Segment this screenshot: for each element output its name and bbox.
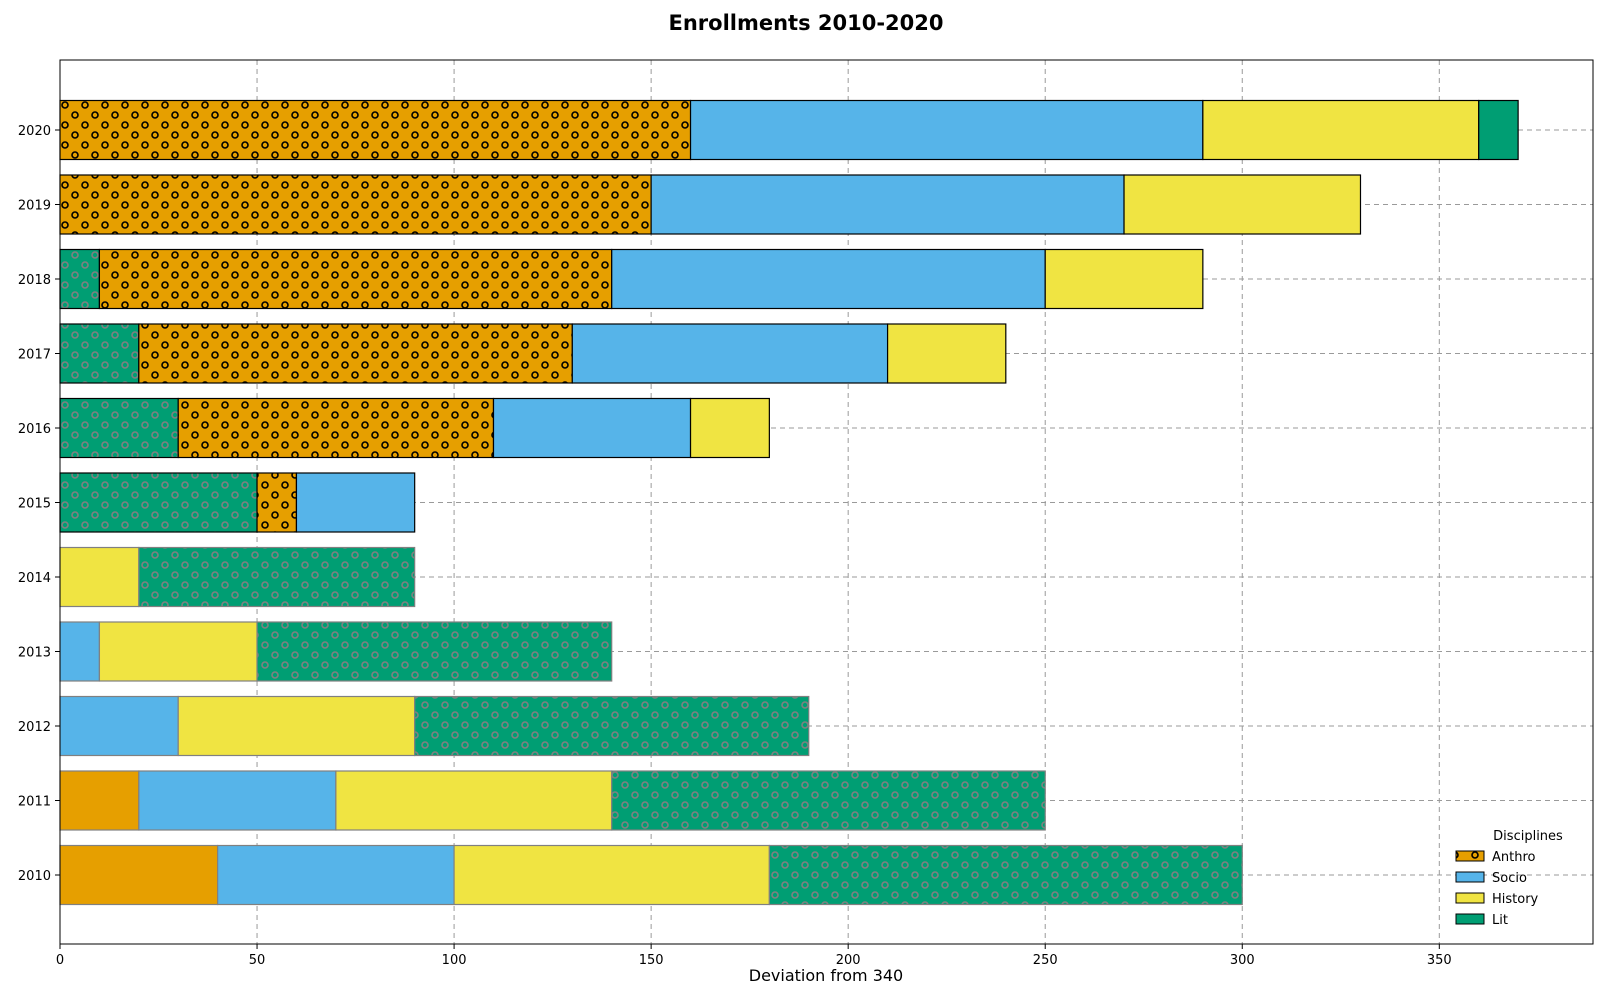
legend-label-history: History [1492,892,1539,907]
bar-2016-lit [59,397,179,459]
bar-2011-socio [138,770,337,831]
bar-2019-history [1123,174,1362,235]
y-tick-label: 2015 [18,497,51,512]
x-tick-label: 350 [1427,953,1452,968]
bar-2018-socio [611,248,1046,310]
bar-2016-anthro [177,397,495,459]
y-tick-label: 2018 [18,273,51,288]
x-axis-label: Deviation from 340 [749,966,903,985]
x-tick-label: 100 [442,953,467,968]
bar-2015-socio [295,472,416,533]
bar-2011-lit [611,770,1046,831]
bar-2011-anthro [59,770,140,831]
x-tick-label: 250 [1033,953,1058,968]
legend-swatch-anthro [1455,850,1485,862]
y-tick-label: 2013 [18,646,51,661]
y-tick-label: 2019 [18,199,51,214]
bar-2020-lit [1478,99,1519,161]
bar-2014-lit [138,546,416,608]
x-tick-label: 50 [249,953,266,968]
y-tick-label: 2016 [18,422,51,437]
chart-title: Enrollments 2010-2020 [668,11,943,35]
bars-layer [59,99,1519,906]
bar-2016-history [689,397,770,459]
x-tick-label: 150 [639,953,664,968]
bar-2013-history [98,621,258,682]
legend-swatch-lit [1455,913,1485,925]
legend: Disciplines Anthro Socio History Lit [1455,829,1563,928]
legend-label-lit: Lit [1492,913,1508,928]
bar-2013-lit [256,621,613,682]
bar-2018-history [1044,248,1204,310]
bar-2010-socio [217,844,455,906]
bar-2019-anthro [59,174,652,235]
x-tick-label: 0 [56,953,64,968]
bar-2013-socio [59,621,101,682]
y-tick-label: 2010 [18,869,51,884]
y-axis-ticks: 2010 2011 2012 2013 2014 2015 2016 2017 2018 2019… [18,124,60,884]
y-tick-label: 2011 [18,795,51,810]
bar-2015-anthro [256,472,298,533]
x-axis-ticks: 0 50 100 150 200 250 300 350 [56,944,1452,968]
y-tick-label: 2020 [18,124,51,139]
y-tick-label: 2012 [18,720,51,735]
bar-2017-socio [571,323,889,384]
bar-2012-lit [414,695,810,757]
y-tick-label: 2014 [18,571,51,586]
legend-label-socio: Socio [1492,871,1527,886]
y-tick-label: 2017 [18,348,51,363]
bar-2020-history [1202,99,1480,161]
bar-2017-anthro [138,323,573,384]
bar-2017-lit [59,323,140,384]
legend-label-anthro: Anthro [1492,850,1536,865]
bar-2016-socio [492,397,692,459]
bar-2012-socio [59,695,179,757]
bar-2012-history [177,695,416,757]
bar-2018-anthro [98,248,613,310]
legend-swatch-history [1455,892,1485,904]
legend-swatch-socio [1455,871,1485,883]
bar-2010-lit [768,844,1243,906]
bar-2018-lit [59,248,101,310]
bar-2014-history [59,546,140,608]
bar-2020-anthro [59,99,692,161]
bar-2010-history [453,844,770,906]
bar-2017-history [886,323,1007,384]
bar-2010-anthro [59,844,219,906]
bar-2011-history [335,770,613,831]
x-tick-label: 300 [1230,953,1255,968]
legend-title: Disciplines [1493,829,1563,844]
bar-2020-socio [689,99,1204,161]
x-tick-label: 200 [836,953,861,968]
bar-2015-lit [59,472,258,533]
bar-2019-socio [650,174,1125,235]
